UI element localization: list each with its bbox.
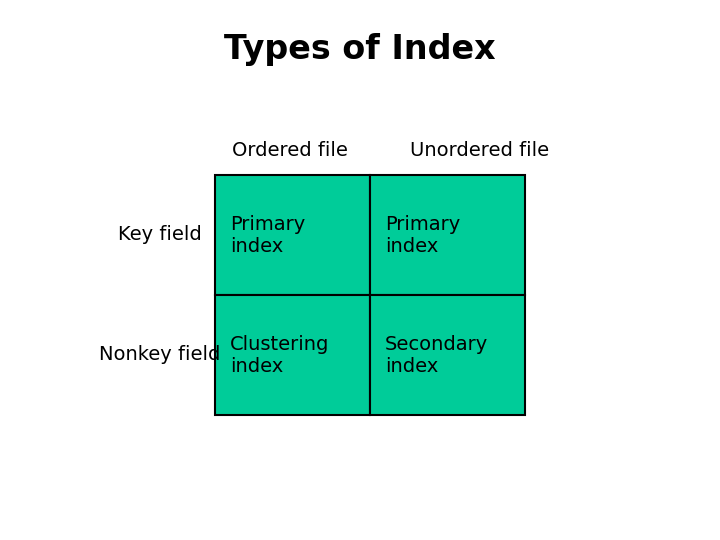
- Text: Secondary
index: Secondary index: [385, 334, 488, 375]
- Bar: [370, 295, 525, 415]
- Text: Primary
index: Primary index: [230, 214, 305, 255]
- Text: Key field: Key field: [118, 226, 202, 245]
- Bar: [215, 175, 370, 295]
- Text: Nonkey field: Nonkey field: [99, 346, 221, 365]
- Bar: [370, 175, 525, 295]
- Text: Ordered file: Ordered file: [232, 140, 348, 159]
- Text: Unordered file: Unordered file: [410, 140, 549, 159]
- Text: Clustering
index: Clustering index: [230, 334, 329, 375]
- Text: Primary
index: Primary index: [385, 214, 460, 255]
- Text: Types of Index: Types of Index: [224, 33, 496, 66]
- Bar: [215, 295, 370, 415]
